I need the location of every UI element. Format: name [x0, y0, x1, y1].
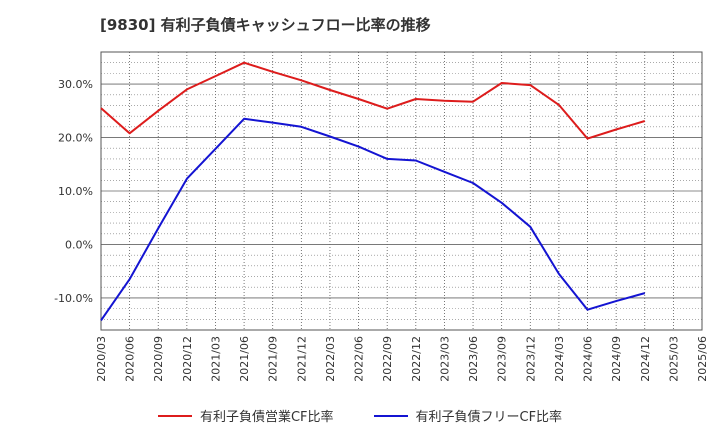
legend-label-operating-cf: 有利子負債営業CF比率 — [199, 410, 334, 425]
legend: 有利子負債営業CF比率 有利子負債フリーCF比率 — [0, 406, 720, 425]
y-tick-label: 10.0% — [58, 185, 93, 198]
x-tick-label: 2025/06 — [696, 336, 709, 382]
x-tick-label: 2024/03 — [553, 336, 566, 382]
x-tick-label: 2022/12 — [410, 336, 423, 382]
plot-area-border — [100, 51, 703, 331]
x-tick-label: 2023/09 — [496, 336, 509, 382]
x-tick-label: 2024/09 — [610, 336, 623, 382]
x-tick-label: 2023/03 — [438, 336, 451, 382]
x-tick-label: 2022/06 — [353, 336, 366, 382]
x-tick-label: 2023/06 — [467, 336, 480, 382]
y-tick-label: -10.0% — [54, 292, 93, 305]
x-tick-label: 2021/09 — [267, 336, 280, 382]
y-tick-label: 0.0% — [65, 238, 93, 251]
x-tick-label: 2020/12 — [181, 336, 194, 382]
x-tick-label: 2024/06 — [582, 336, 595, 382]
chart-title: [9830] 有利子負債キャッシュフロー比率の推移 — [100, 16, 431, 34]
x-tick-label: 2025/03 — [667, 336, 680, 382]
x-tick-label: 2022/09 — [381, 336, 394, 382]
x-tick-label: 2021/06 — [238, 336, 251, 382]
x-tick-label: 2021/12 — [295, 336, 308, 382]
x-tick-label: 2020/09 — [152, 336, 165, 382]
x-tick-label: 2020/03 — [95, 336, 108, 382]
legend-item-free-cf: 有利子負債フリーCF比率 — [373, 406, 563, 425]
x-tick-label: 2023/12 — [524, 336, 537, 382]
x-tick-label: 2024/12 — [639, 336, 652, 382]
series-line-1 — [100, 117, 646, 321]
x-tick-label: 2020/06 — [124, 336, 137, 382]
x-tick-label: 2021/03 — [209, 336, 222, 382]
legend-swatch-operating-cf — [157, 414, 192, 417]
y-tick-label: 30.0% — [58, 78, 93, 91]
x-tick-label: 2022/03 — [324, 336, 337, 382]
legend-item-operating-cf: 有利子負債営業CF比率 — [157, 406, 334, 425]
series-line-0 — [100, 61, 646, 140]
legend-label-free-cf: 有利子負債フリーCF比率 — [415, 410, 563, 425]
y-tick-label: 20.0% — [58, 132, 93, 145]
legend-swatch-free-cf — [373, 414, 408, 417]
